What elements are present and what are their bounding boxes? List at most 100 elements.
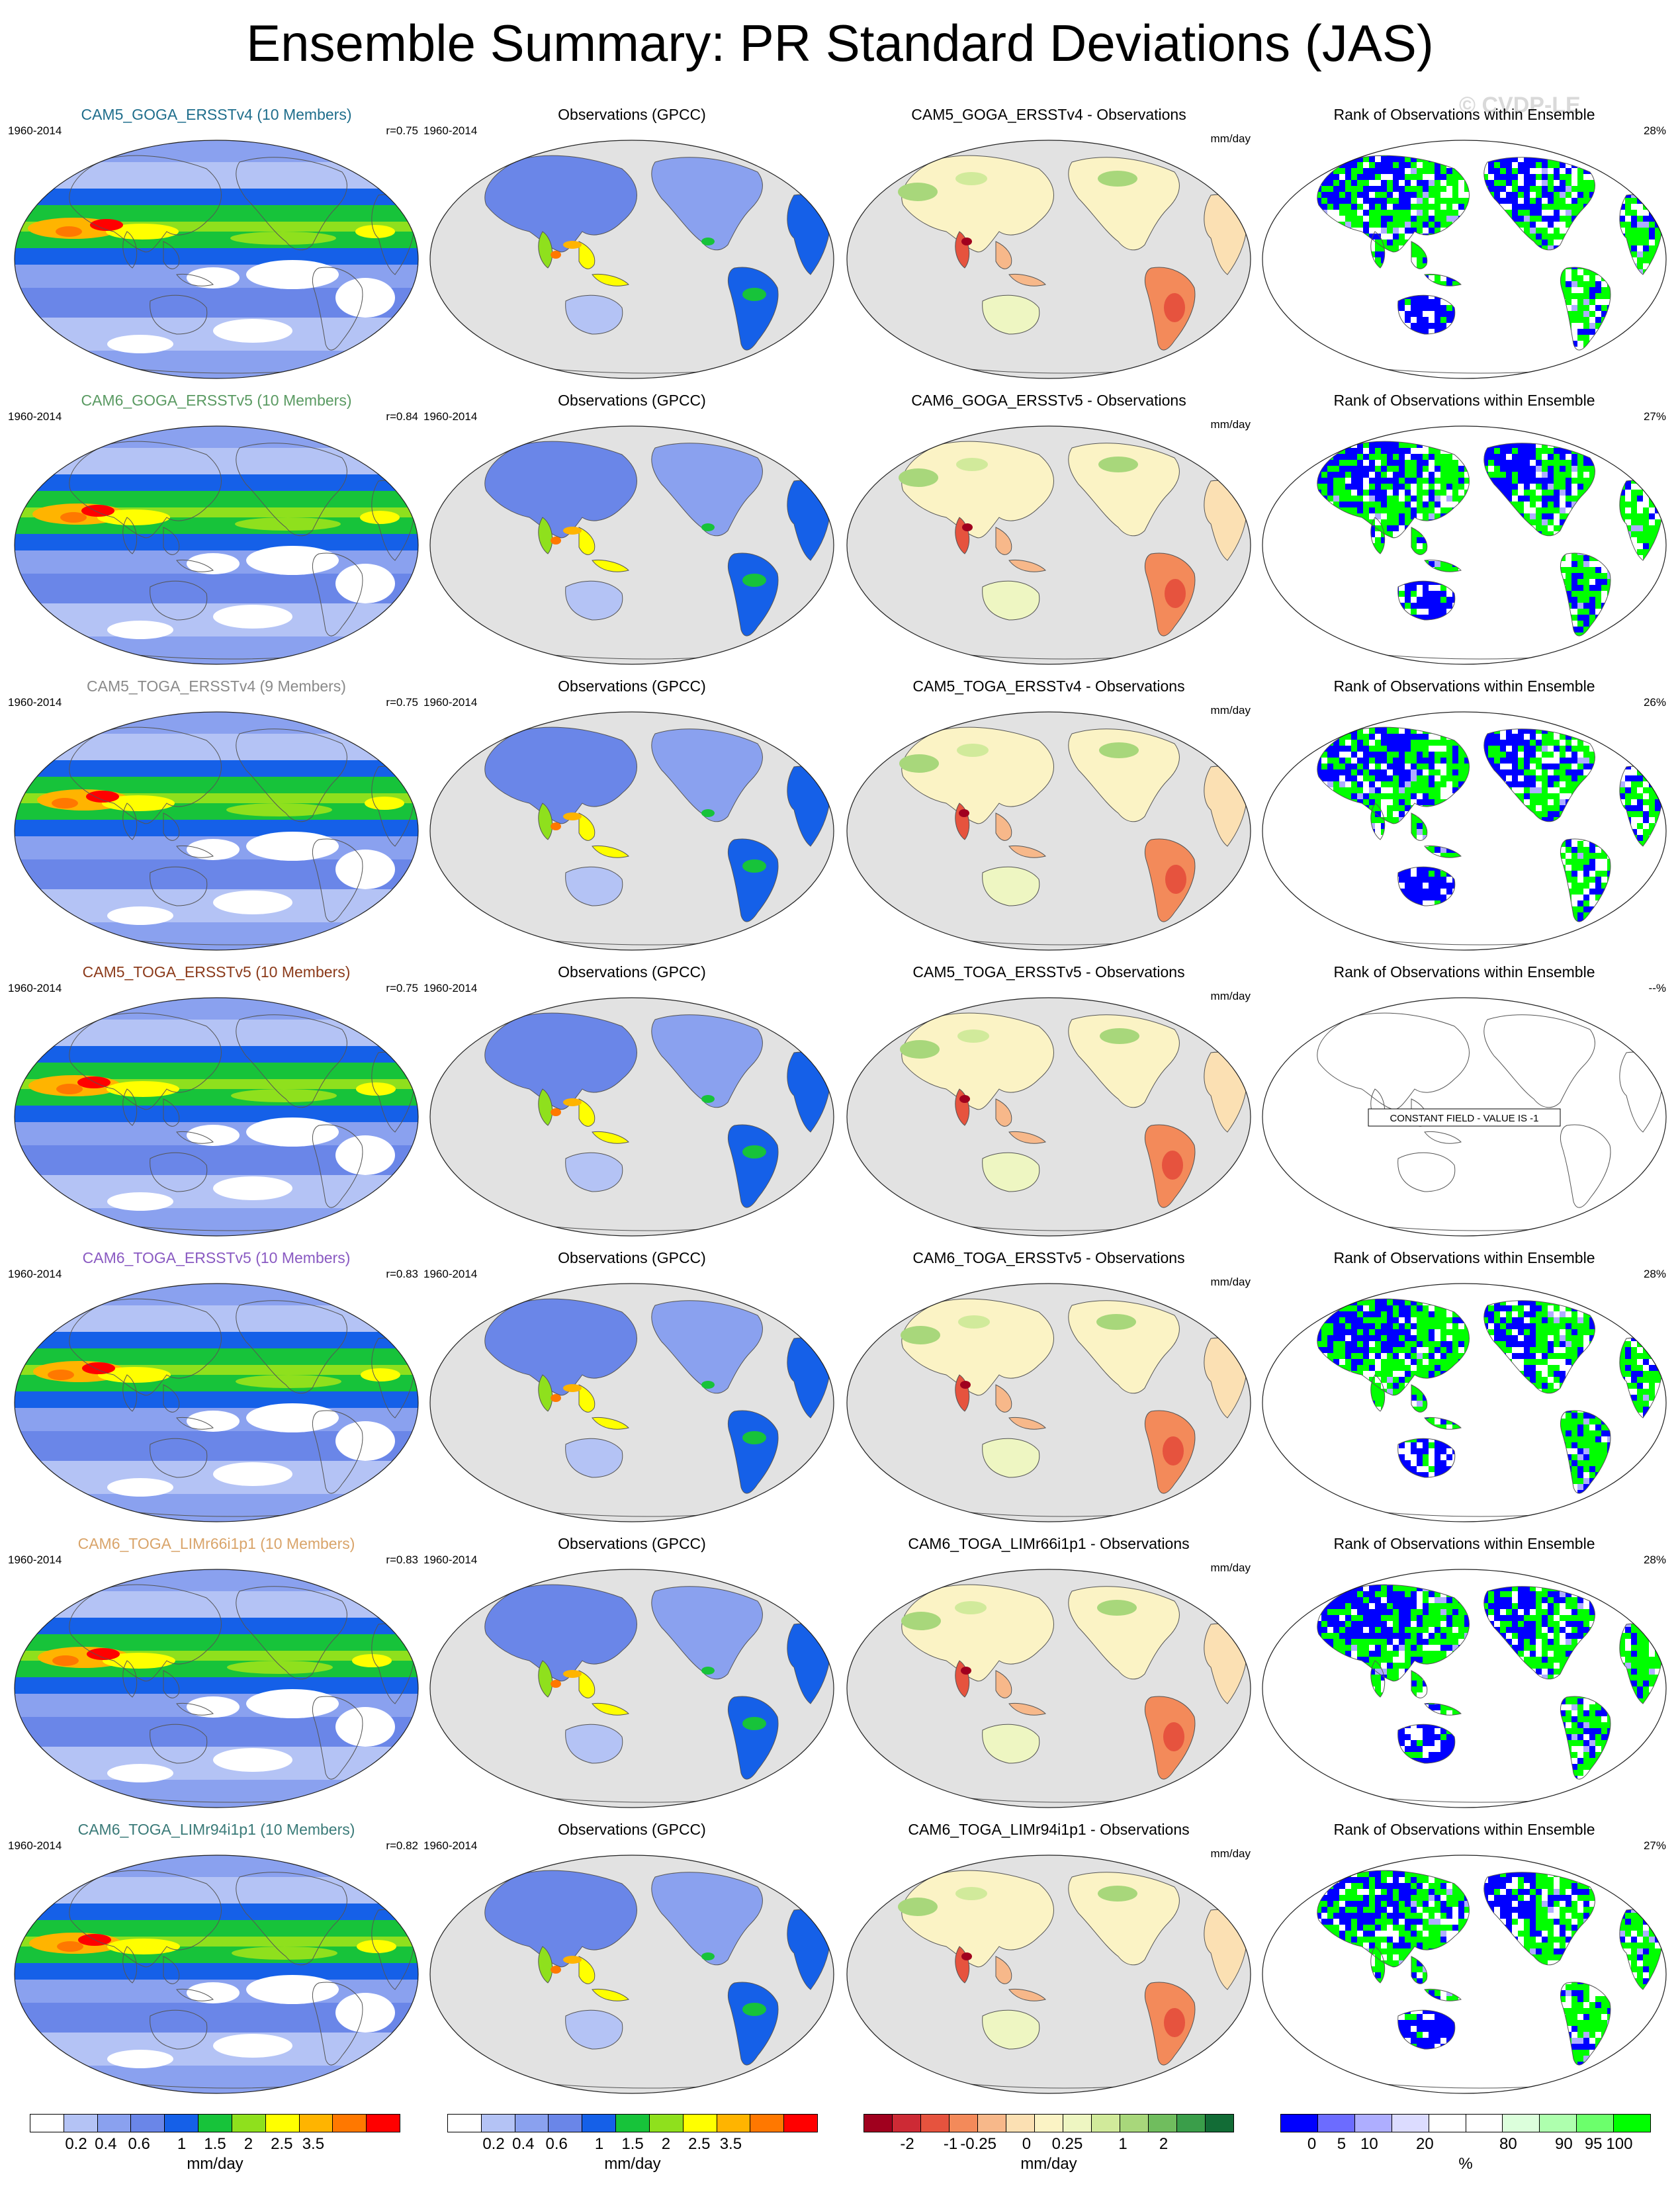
rank-cell	[1435, 460, 1440, 466]
rank-cell	[1387, 662, 1393, 668]
rank-cell	[1607, 353, 1613, 359]
rank-cell	[1333, 132, 1339, 138]
rank-cell	[1583, 454, 1589, 460]
rank-cell	[1601, 644, 1607, 650]
rank-cell	[1571, 650, 1577, 656]
rank-cell	[1571, 585, 1577, 591]
rank-cell	[1607, 448, 1613, 454]
rank-cell	[1446, 168, 1452, 174]
rank-cell	[1405, 210, 1411, 216]
rank-cell	[1601, 448, 1607, 454]
rank-cell	[1411, 537, 1417, 543]
rank-cell	[1369, 484, 1375, 490]
rank-cell	[1655, 329, 1661, 335]
rank-cell	[1262, 627, 1268, 633]
rank-cell	[1577, 555, 1583, 561]
rank-cell	[1381, 454, 1387, 460]
rank-cell	[1536, 496, 1542, 502]
land-samerica	[727, 267, 779, 351]
rank-cell	[1256, 638, 1262, 644]
rank-cell	[1256, 376, 1262, 382]
rank-cell	[1577, 382, 1583, 387]
rank-cell	[1317, 448, 1321, 454]
rank-cell	[1566, 448, 1571, 454]
rank-cell	[1423, 192, 1429, 198]
rank-cell	[1613, 382, 1619, 387]
rank-cell	[1435, 299, 1440, 305]
rank-cell	[1601, 650, 1607, 656]
rank-cell	[1571, 132, 1577, 138]
rank-cell	[1357, 507, 1363, 513]
rank-cell	[1411, 156, 1417, 162]
rank-cell	[1548, 234, 1554, 240]
rank-cell	[1411, 132, 1417, 138]
rank-cell	[1327, 638, 1333, 644]
rank-cell	[1560, 472, 1566, 478]
rank-cell	[1417, 472, 1423, 478]
rank-cell	[1387, 216, 1393, 222]
dry-region	[335, 278, 395, 318]
rank-cell	[1280, 436, 1286, 442]
rank-cell	[1375, 251, 1381, 257]
rank-cell	[1387, 531, 1393, 537]
rank-cell	[1262, 430, 1268, 436]
rank-cell	[1566, 573, 1571, 579]
rank-cell	[1327, 204, 1333, 210]
obs-hotspot	[701, 523, 715, 531]
rank-cell	[1405, 204, 1411, 210]
rank-cell	[1601, 138, 1607, 144]
rank-cell	[1274, 424, 1280, 430]
rank-cell	[1363, 192, 1369, 198]
rank-cell	[1262, 496, 1268, 502]
rank-cell	[1256, 234, 1262, 240]
rank-cell	[1435, 591, 1440, 597]
rank-cell	[1649, 180, 1655, 186]
rank-cell	[1536, 507, 1542, 513]
rank-cell	[1286, 430, 1292, 436]
rank-cell	[1363, 507, 1369, 513]
rank-cell	[1435, 382, 1440, 387]
rank-cell	[1643, 668, 1649, 673]
rank-cell	[1298, 365, 1304, 371]
rank-cell	[1304, 382, 1309, 387]
rank-cell	[1589, 478, 1595, 484]
rank-cell	[1375, 454, 1381, 460]
rank-cell	[1333, 662, 1339, 668]
rank-cell	[1333, 496, 1339, 502]
rank-cell	[1631, 335, 1637, 341]
rank-cell	[1256, 341, 1262, 347]
rank-cell	[1357, 132, 1363, 138]
rank-cell	[1655, 222, 1661, 228]
rank-cell	[1381, 478, 1387, 484]
rank-cell	[1256, 287, 1262, 293]
rank-cell	[1274, 132, 1280, 138]
rank-cell	[1339, 365, 1345, 371]
rank-cell	[1304, 365, 1309, 371]
rank-cell	[1262, 650, 1268, 656]
rank-cell	[1387, 192, 1393, 198]
rank-cell	[1655, 376, 1661, 382]
rank-cell	[1649, 525, 1655, 531]
rank-cell	[1583, 329, 1589, 335]
rank-cell	[1536, 228, 1542, 234]
rank-cell	[1583, 466, 1589, 472]
rank-cell	[1577, 138, 1583, 144]
rank-panel: Rank of Observations within Ensemble 28%	[1256, 106, 1673, 392]
rank-cell	[1667, 269, 1673, 275]
rank-cell	[1506, 162, 1512, 168]
panel-title: CAM5_GOGA_ERSSTv4 (10 Members)	[81, 106, 352, 123]
rank-cell	[1560, 567, 1566, 573]
rank-cell	[1399, 484, 1405, 490]
rank-cell	[1625, 466, 1631, 472]
rank-cell	[1577, 490, 1583, 496]
rank-cell	[1280, 144, 1286, 150]
rank-cell	[1607, 138, 1613, 144]
rank-cell	[1274, 335, 1280, 341]
rank-cell	[1637, 656, 1643, 662]
rank-cell	[1631, 638, 1637, 644]
rank-cell	[1494, 418, 1500, 424]
rank-cell	[1583, 341, 1589, 347]
rank-cell	[1655, 353, 1661, 359]
rank-cell	[1530, 216, 1536, 222]
rank-cell	[1369, 466, 1375, 472]
